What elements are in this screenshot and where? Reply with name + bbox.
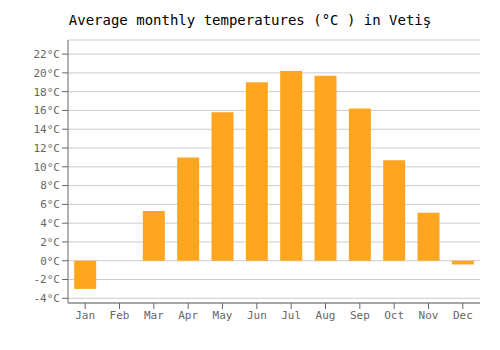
svg-text:4°C: 4°C xyxy=(40,217,60,230)
svg-text:20°C: 20°C xyxy=(34,67,61,80)
svg-text:18°C: 18°C xyxy=(34,86,61,99)
svg-text:Jun: Jun xyxy=(247,309,267,322)
svg-text:2°C: 2°C xyxy=(40,236,60,249)
svg-text:May: May xyxy=(213,309,233,322)
html-text:Average monthly temperatures (: Average monthly temperatures (°C ) in Ve… xyxy=(68,12,432,28)
svg-text:Aug: Aug xyxy=(316,309,336,322)
svg-text:8°C: 8°C xyxy=(40,179,60,192)
svg-text:Dec: Dec xyxy=(453,309,473,322)
svg-text:Jul: Jul xyxy=(281,309,301,322)
svg-text:12°C: 12°C xyxy=(34,142,61,155)
svg-text:Apr: Apr xyxy=(178,309,198,322)
svg-text:6°C: 6°C xyxy=(40,198,60,211)
svg-text:Nov: Nov xyxy=(419,309,439,322)
svg-text:Jan: Jan xyxy=(75,309,95,322)
svg-text:Feb: Feb xyxy=(110,309,130,322)
svg-text:22°C: 22°C xyxy=(34,48,61,61)
svg-text:16°C: 16°C xyxy=(34,104,61,117)
svg-text:0°C: 0°C xyxy=(40,255,60,268)
svg-text:14°C: 14°C xyxy=(34,123,61,136)
svg-text:Mar: Mar xyxy=(144,309,164,322)
svg-text:-4°C: -4°C xyxy=(34,292,61,305)
svg-text:-2°C: -2°C xyxy=(34,273,61,286)
svg-text:Oct: Oct xyxy=(384,309,404,322)
svg-text:Sep: Sep xyxy=(350,309,370,322)
svg-text:10°C: 10°C xyxy=(34,161,61,174)
